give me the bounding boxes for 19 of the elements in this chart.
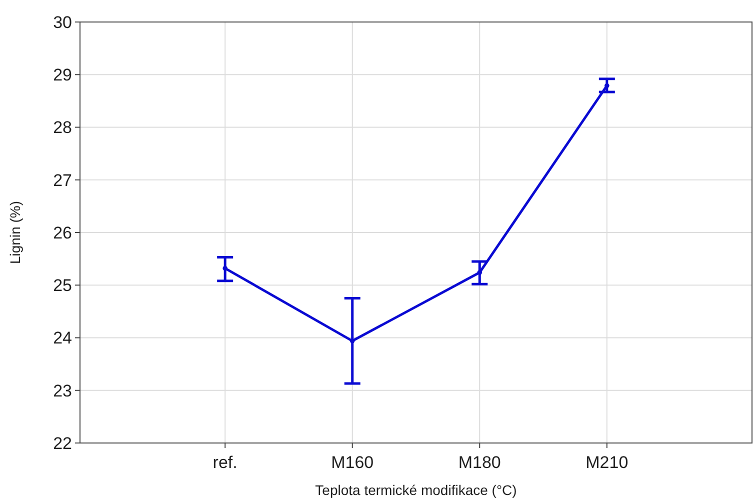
y-tick-label: 24: [53, 328, 72, 348]
y-tick-label: 25: [53, 276, 72, 296]
point: [222, 266, 228, 271]
y-tick-label: 23: [53, 381, 72, 400]
x-tick-label: M180: [458, 453, 501, 472]
point: [477, 270, 482, 275]
x-tick-label: M210: [586, 453, 628, 472]
y-tick-label: 28: [53, 118, 72, 138]
y-tick-label: 30: [53, 12, 72, 32]
y-axis-title: Lignin (%): [7, 200, 23, 264]
y-tick-label: 22: [53, 434, 72, 453]
x-tick-label: M160: [331, 453, 374, 472]
point: [350, 338, 355, 344]
point: [604, 83, 610, 88]
y-tick-label: 29: [53, 66, 72, 85]
x-axis-title: Teplota termické modifikace (°C): [315, 482, 517, 498]
y-tick-label: 26: [53, 223, 72, 242]
y-tick-label: 27: [53, 170, 72, 190]
x-tick-label: ref.: [212, 453, 238, 472]
